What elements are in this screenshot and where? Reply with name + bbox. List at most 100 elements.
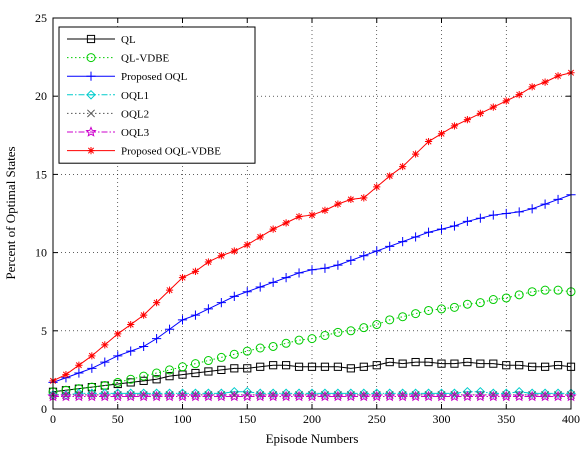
data-point — [436, 224, 447, 234]
data-point — [476, 359, 485, 368]
data-point — [114, 330, 122, 338]
data-point — [176, 390, 189, 402]
data-point — [437, 130, 446, 138]
data-point — [462, 216, 472, 226]
data-point — [346, 255, 356, 266]
legend-entry: Proposed OQL — [67, 71, 188, 83]
data-point — [217, 365, 226, 374]
data-point — [127, 320, 135, 329]
data-point — [178, 274, 187, 282]
data-point — [449, 302, 459, 312]
data-point — [152, 368, 162, 378]
data-point — [461, 390, 474, 402]
data-point — [203, 356, 213, 366]
data-point — [501, 208, 511, 219]
data-point — [528, 83, 536, 91]
data-point — [307, 362, 317, 371]
data-point — [126, 346, 136, 356]
data-point — [215, 390, 227, 402]
data-point — [242, 287, 252, 297]
data-point — [320, 330, 330, 340]
data-point — [268, 277, 278, 287]
data-point — [295, 213, 303, 221]
data-point — [487, 390, 499, 402]
x-tick-label: 0 — [50, 412, 56, 426]
data-point — [412, 150, 420, 158]
data-point — [139, 341, 149, 352]
data-point — [139, 376, 148, 385]
data-point — [101, 341, 109, 349]
data-point — [540, 199, 550, 209]
data-point — [541, 362, 550, 371]
data-point — [150, 390, 163, 402]
y-tick-label: 10 — [35, 246, 47, 260]
axis-ticks: 0 50 100 150 200 250 300 350 400 0 5 10 15 20 25 — [35, 11, 580, 426]
legend-label: QL — [121, 34, 136, 46]
data-point — [153, 299, 161, 307]
legend-marker — [86, 89, 96, 100]
data-point — [113, 377, 123, 387]
data-point — [229, 349, 239, 359]
data-point — [553, 194, 563, 205]
data-point — [372, 320, 382, 330]
data-point — [230, 364, 239, 373]
data-point — [333, 362, 342, 371]
data-point — [475, 298, 485, 308]
data-point — [359, 323, 369, 333]
data-point — [191, 368, 200, 378]
data-point — [282, 361, 291, 370]
data-point — [450, 122, 459, 130]
data-point — [541, 78, 549, 86]
data-point — [280, 390, 292, 402]
data-point — [385, 357, 394, 367]
x-tick-label: 350 — [497, 412, 515, 426]
data-point — [255, 343, 265, 353]
data-point — [164, 324, 175, 334]
legend-label: QL-VDBE — [121, 53, 170, 65]
x-tick-label: 300 — [433, 412, 451, 426]
data-point — [126, 374, 136, 384]
data-point — [256, 233, 264, 241]
legend-marker — [86, 71, 96, 81]
data-point — [320, 263, 330, 273]
data-point — [268, 341, 278, 351]
data-point — [307, 265, 317, 275]
data-point — [513, 390, 525, 402]
data-point — [99, 390, 111, 402]
y-tick-label: 5 — [41, 324, 47, 338]
data-point — [306, 390, 318, 402]
data-point — [360, 194, 368, 202]
legend-marker — [85, 126, 97, 137]
data-point — [435, 390, 448, 402]
series-oql3 — [47, 390, 577, 402]
legend-label: OQL3 — [121, 127, 150, 139]
data-point — [385, 241, 395, 251]
data-point — [202, 390, 215, 402]
data-point — [359, 251, 369, 261]
data-point — [294, 268, 304, 278]
data-point — [553, 285, 563, 295]
data-point — [204, 367, 213, 376]
x-axis-label: Episode Numbers — [266, 431, 359, 446]
legend-entry: OQL2 — [67, 108, 149, 120]
data-point — [450, 359, 459, 368]
data-point — [256, 362, 265, 371]
data-point — [411, 357, 420, 367]
data-point — [269, 361, 278, 370]
data-point — [463, 357, 472, 367]
data-point — [138, 390, 150, 402]
data-point — [165, 365, 175, 375]
data-point — [475, 213, 485, 223]
data-point — [422, 390, 435, 402]
data-point — [515, 91, 523, 99]
data-point — [500, 390, 512, 402]
data-point — [73, 390, 85, 402]
legend-entry: QL-VDBE — [67, 53, 170, 65]
data-point — [372, 361, 381, 370]
data-point — [553, 361, 563, 370]
data-point — [243, 241, 251, 249]
data-point — [527, 204, 537, 214]
x-tick-label: 150 — [238, 412, 256, 426]
data-point — [255, 282, 265, 292]
